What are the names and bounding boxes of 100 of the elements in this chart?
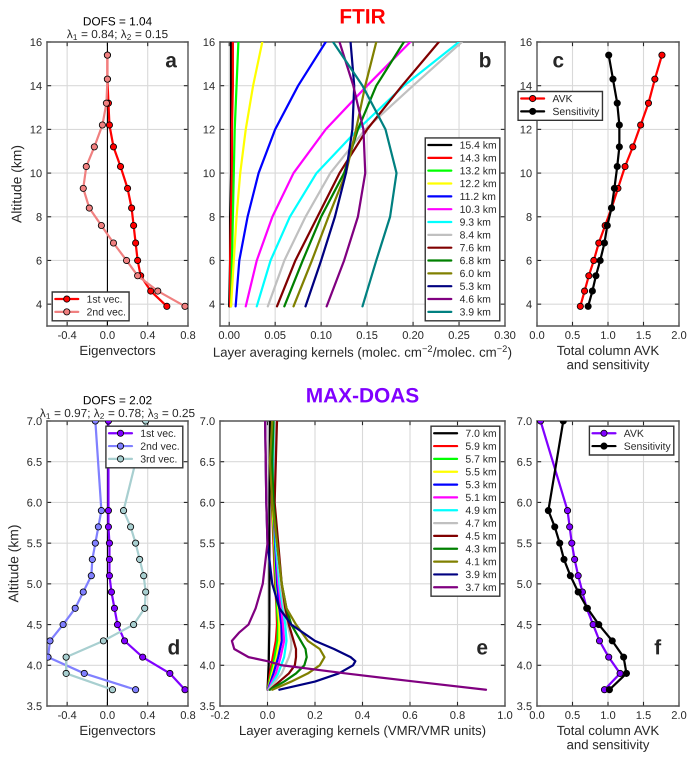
point	[596, 637, 604, 644]
point	[130, 222, 138, 230]
point	[644, 100, 652, 107]
y-tick-label: 4	[209, 300, 215, 308]
legend-label: 10.3 km	[460, 205, 496, 213]
line-series	[266, 421, 271, 691]
line-series	[268, 421, 326, 691]
point	[637, 121, 644, 129]
x-tick-label: 1.0	[601, 331, 616, 340]
y-tick-label: 6.5	[517, 458, 532, 466]
legend-label: AVK	[624, 430, 644, 437]
point	[132, 239, 140, 247]
point	[110, 604, 118, 612]
point	[566, 523, 574, 530]
point	[130, 621, 138, 628]
x-tick-label: 0.0	[260, 711, 275, 720]
x-tick-label: 0.0	[530, 331, 544, 340]
legend-label: 8.4 km	[460, 230, 490, 239]
point	[616, 670, 624, 677]
legend-label: 5.1 km	[466, 494, 496, 502]
legend-label: 3.7 km	[466, 583, 496, 592]
point	[127, 523, 134, 530]
x-tick-label: 0.10	[310, 331, 332, 340]
x-tick-label: 0.4	[140, 331, 156, 340]
x-tick-label: 0.0	[100, 331, 115, 340]
line-series	[292, 42, 378, 308]
x-tick-label: 0.0	[100, 711, 115, 720]
legend-label: 3rd vec.	[140, 455, 176, 463]
y-tick-label: 10	[204, 169, 215, 178]
x-tick-label: 1.0	[601, 711, 616, 720]
point	[82, 162, 90, 170]
x-axis-title: Total column AVK and sensitivity	[557, 345, 660, 372]
line-series	[276, 42, 440, 308]
annotation: d	[168, 639, 179, 655]
legend-label: 2nd vec.	[87, 308, 126, 316]
y-tick-label: 4.0	[200, 662, 215, 670]
x-tick-label: 0.8	[180, 711, 196, 720]
chart-subtitle: λ$_{1}$ = 0.97; λ$_{2}$ = 0.78; λ$_{3}$ = 0.25	[40, 408, 195, 420]
legend-label: 4.7 km	[466, 519, 496, 527]
point	[614, 162, 621, 170]
point	[610, 184, 618, 192]
legend-label: 2nd vec.	[140, 442, 179, 450]
point	[142, 588, 150, 596]
legend-label: 5.5 km	[466, 468, 496, 476]
point	[106, 540, 113, 547]
x-tick-label: 0.4	[355, 711, 370, 720]
y-tick-label: 7.0	[27, 417, 42, 426]
point	[622, 670, 630, 677]
point	[588, 288, 596, 295]
legend-label: 3.9 km	[466, 570, 496, 578]
point	[574, 588, 582, 596]
line-series	[283, 42, 405, 308]
y-tick-label: 6.0	[27, 498, 42, 507]
line-series	[228, 42, 232, 308]
line-series	[268, 421, 298, 691]
line-series	[332, 42, 398, 308]
point	[116, 162, 124, 170]
point	[590, 621, 597, 628]
legend-label: 15.4 km	[460, 141, 496, 149]
legend-label: AVK	[552, 95, 572, 102]
y-tick-label: 8	[209, 213, 215, 221]
point	[62, 654, 70, 661]
y-tick-label: 6	[36, 256, 42, 265]
chart-title: MAX-DOAS	[307, 388, 418, 403]
y-tick-label: 4	[36, 300, 42, 308]
chart-title: DOFS = 2.02	[84, 396, 152, 404]
y-tick-label: 3.5	[27, 702, 42, 710]
y-tick-label: 4.0	[516, 662, 532, 670]
point	[544, 507, 552, 514]
point	[606, 686, 613, 694]
y-tick-label: 12	[204, 126, 215, 134]
point	[121, 637, 128, 644]
chart-title: FTIR	[340, 9, 386, 24]
legend-label: 14.3 km	[460, 154, 496, 162]
point	[166, 670, 174, 677]
x-tick-label: 2.0	[672, 711, 686, 720]
point	[134, 272, 142, 280]
point	[595, 621, 602, 628]
line-series	[229, 42, 234, 308]
legend-label: 4.3 km	[466, 544, 496, 552]
legend-label: 1st vec.	[87, 296, 122, 303]
point	[72, 604, 79, 612]
point	[134, 256, 142, 264]
point	[104, 523, 112, 530]
point	[595, 239, 602, 247]
line-series	[304, 42, 356, 308]
point	[658, 52, 666, 59]
y-tick-label: 6.0	[517, 498, 532, 507]
x-tick-label: 0.00	[218, 331, 240, 340]
point	[98, 507, 105, 514]
x-tick-label: 0.4	[140, 711, 156, 720]
point	[80, 670, 88, 677]
point	[566, 572, 574, 580]
point	[651, 76, 658, 83]
y-tick-label: 4	[526, 300, 532, 308]
point	[120, 507, 128, 514]
point	[147, 288, 154, 295]
point	[605, 654, 612, 661]
x-tick-label: 1.5	[636, 711, 651, 720]
legend-label: 7.6 km	[460, 244, 490, 252]
